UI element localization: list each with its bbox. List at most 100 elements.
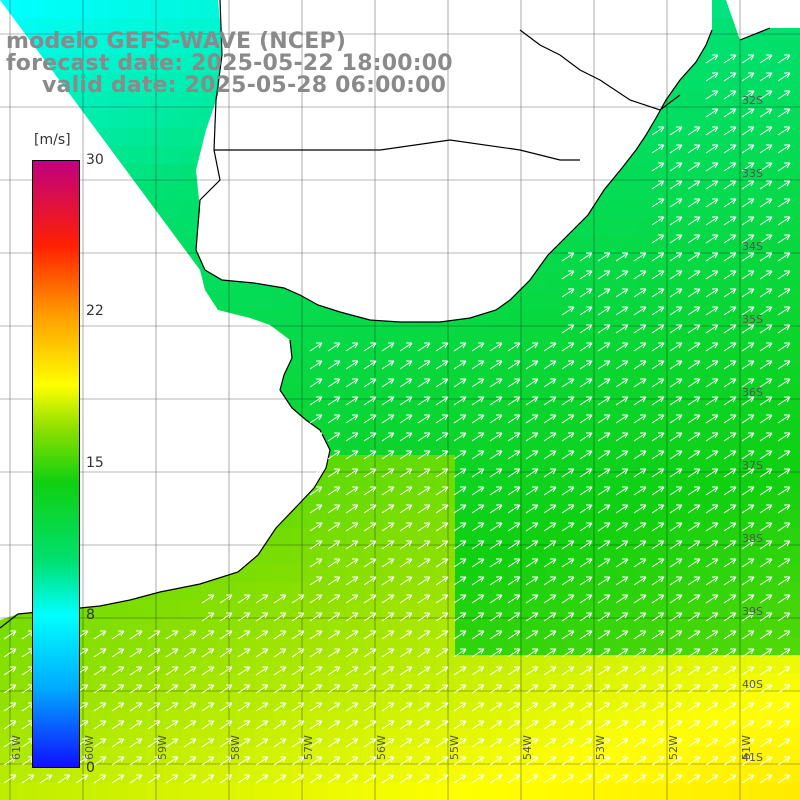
speed-cell xyxy=(291,618,310,638)
wind-arrow xyxy=(669,324,683,334)
wind-arrow xyxy=(273,702,287,712)
speed-cell xyxy=(327,709,347,729)
wind-arrow xyxy=(741,756,755,766)
speed-cell xyxy=(600,600,620,620)
colorbar xyxy=(32,160,80,768)
speed-cell xyxy=(418,345,438,365)
wind-arrow xyxy=(345,504,359,514)
wind-arrow xyxy=(633,432,647,442)
speed-cell xyxy=(400,400,420,420)
speed-cell xyxy=(546,673,565,693)
speed-cell xyxy=(600,527,620,547)
speed-cell xyxy=(709,709,729,729)
speed-cell xyxy=(673,582,693,602)
wind-arrow xyxy=(651,594,665,604)
wind-arrow xyxy=(327,360,341,370)
wind-arrow xyxy=(705,648,719,658)
speed-cell xyxy=(491,382,511,401)
wind-arrow xyxy=(525,378,539,388)
speed-cell xyxy=(746,728,765,747)
speed-cell xyxy=(455,546,474,565)
wind-arrow xyxy=(759,180,773,190)
speed-cell xyxy=(546,600,565,620)
wind-arrow xyxy=(399,558,413,568)
wind-arrow xyxy=(309,396,323,406)
speed-cell xyxy=(473,345,492,365)
speed-cell xyxy=(527,546,547,565)
speed-cell xyxy=(673,236,693,256)
wind-arrow xyxy=(741,72,755,82)
wind-arrow xyxy=(741,162,755,172)
speed-cell xyxy=(764,254,784,274)
wind-arrow xyxy=(381,504,395,514)
wind-arrow xyxy=(615,252,629,262)
wind-arrow xyxy=(327,432,341,442)
speed-cell xyxy=(127,637,147,656)
wind-arrow xyxy=(687,738,701,748)
wind-arrow xyxy=(669,306,683,316)
wind-arrow xyxy=(705,288,719,298)
speed-cell xyxy=(236,691,256,711)
wind-arrow xyxy=(759,702,773,712)
wind-arrow xyxy=(777,342,791,352)
wind-arrow xyxy=(309,342,323,352)
speed-cell xyxy=(600,200,620,219)
latitude-label: 32S xyxy=(742,94,763,107)
speed-cell xyxy=(728,218,747,238)
speed-cell xyxy=(291,709,310,729)
speed-cell xyxy=(673,564,693,583)
wind-arrow xyxy=(777,576,791,586)
speed-cell xyxy=(618,600,638,620)
wind-arrow xyxy=(201,774,215,784)
wind-arrow xyxy=(651,666,665,676)
speed-cell xyxy=(673,546,693,565)
speed-cell xyxy=(254,618,274,638)
longitude-label: 59W xyxy=(156,735,169,760)
speed-cell xyxy=(345,673,365,693)
speed-cell xyxy=(436,582,456,602)
wind-arrow xyxy=(705,702,719,712)
speed-cell xyxy=(691,182,711,201)
wind-arrow xyxy=(759,162,773,172)
speed-cell xyxy=(145,72,165,92)
wind-arrow xyxy=(255,666,269,676)
speed-cell xyxy=(473,527,492,547)
wind-arrow xyxy=(651,432,665,442)
wind-arrow xyxy=(381,630,395,640)
speed-cell xyxy=(527,564,547,583)
speed-cell xyxy=(291,673,310,693)
speed-cell xyxy=(218,618,238,638)
speed-cell xyxy=(327,618,347,638)
wind-arrow xyxy=(741,612,755,622)
wind-arrow xyxy=(417,396,431,406)
speed-cell xyxy=(673,709,693,729)
wind-arrow xyxy=(741,378,755,388)
wind-arrow xyxy=(399,396,413,406)
speed-cell xyxy=(236,746,256,765)
speed-cell xyxy=(728,254,747,274)
speed-cell xyxy=(309,582,329,602)
wind-arrow xyxy=(597,324,611,334)
wind-arrow xyxy=(579,504,593,514)
speed-cell xyxy=(600,436,620,456)
speed-cell xyxy=(509,782,529,800)
speed-cell xyxy=(673,364,693,383)
wind-arrow xyxy=(525,594,539,604)
speed-cell xyxy=(709,273,729,292)
wind-arrow xyxy=(669,180,683,190)
wind-arrow xyxy=(705,738,719,748)
speed-cell xyxy=(600,345,620,365)
speed-cell xyxy=(564,782,583,800)
speed-cell xyxy=(455,673,474,693)
speed-cell xyxy=(36,782,56,800)
border-line xyxy=(195,0,771,251)
speed-cell xyxy=(309,382,329,401)
speed-cell xyxy=(637,327,656,347)
speed-cell xyxy=(345,400,365,420)
speed-cell xyxy=(546,273,565,292)
speed-cell xyxy=(163,54,183,74)
wind-arrow xyxy=(633,360,647,370)
speed-cell xyxy=(637,309,656,329)
wind-arrow xyxy=(687,612,701,622)
